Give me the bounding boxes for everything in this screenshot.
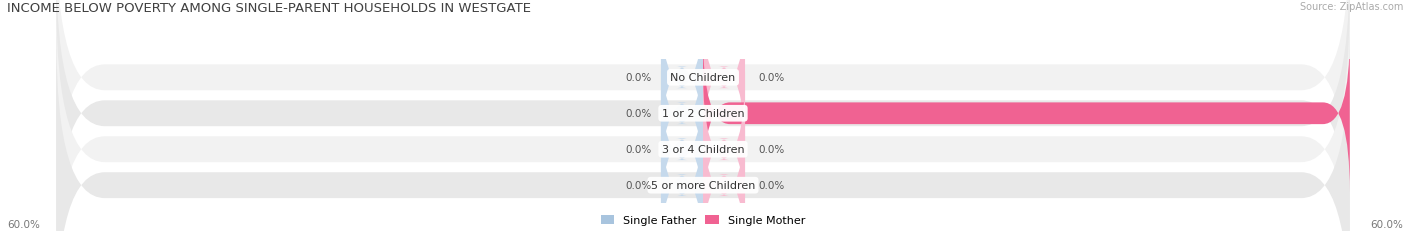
FancyBboxPatch shape xyxy=(661,35,703,192)
Text: 0.0%: 0.0% xyxy=(626,109,651,119)
Text: 60.0%: 60.0% xyxy=(7,219,39,229)
FancyBboxPatch shape xyxy=(661,71,703,228)
Text: No Children: No Children xyxy=(671,73,735,83)
Legend: Single Father, Single Mother: Single Father, Single Mother xyxy=(600,215,806,225)
Text: 1 or 2 Children: 1 or 2 Children xyxy=(662,109,744,119)
FancyBboxPatch shape xyxy=(56,1,1350,231)
Text: Source: ZipAtlas.com: Source: ZipAtlas.com xyxy=(1299,2,1403,12)
Text: 0.0%: 0.0% xyxy=(758,73,785,83)
Text: 5 or more Children: 5 or more Children xyxy=(651,180,755,190)
FancyBboxPatch shape xyxy=(703,71,745,228)
Text: 3 or 4 Children: 3 or 4 Children xyxy=(662,145,744,155)
FancyBboxPatch shape xyxy=(56,0,1350,226)
Text: 0.0%: 0.0% xyxy=(626,145,651,155)
FancyBboxPatch shape xyxy=(56,37,1350,231)
Text: INCOME BELOW POVERTY AMONG SINGLE-PARENT HOUSEHOLDS IN WESTGATE: INCOME BELOW POVERTY AMONG SINGLE-PARENT… xyxy=(7,2,531,15)
FancyBboxPatch shape xyxy=(703,107,745,231)
Text: 0.0%: 0.0% xyxy=(758,180,785,190)
FancyBboxPatch shape xyxy=(703,35,1350,192)
Text: 60.0%: 60.0% xyxy=(1371,219,1403,229)
FancyBboxPatch shape xyxy=(661,0,703,157)
Text: 0.0%: 0.0% xyxy=(626,73,651,83)
Text: 0.0%: 0.0% xyxy=(626,180,651,190)
Text: 0.0%: 0.0% xyxy=(758,145,785,155)
FancyBboxPatch shape xyxy=(56,0,1350,231)
FancyBboxPatch shape xyxy=(703,0,745,157)
FancyBboxPatch shape xyxy=(661,107,703,231)
Text: 60.0%: 60.0% xyxy=(1362,109,1396,119)
